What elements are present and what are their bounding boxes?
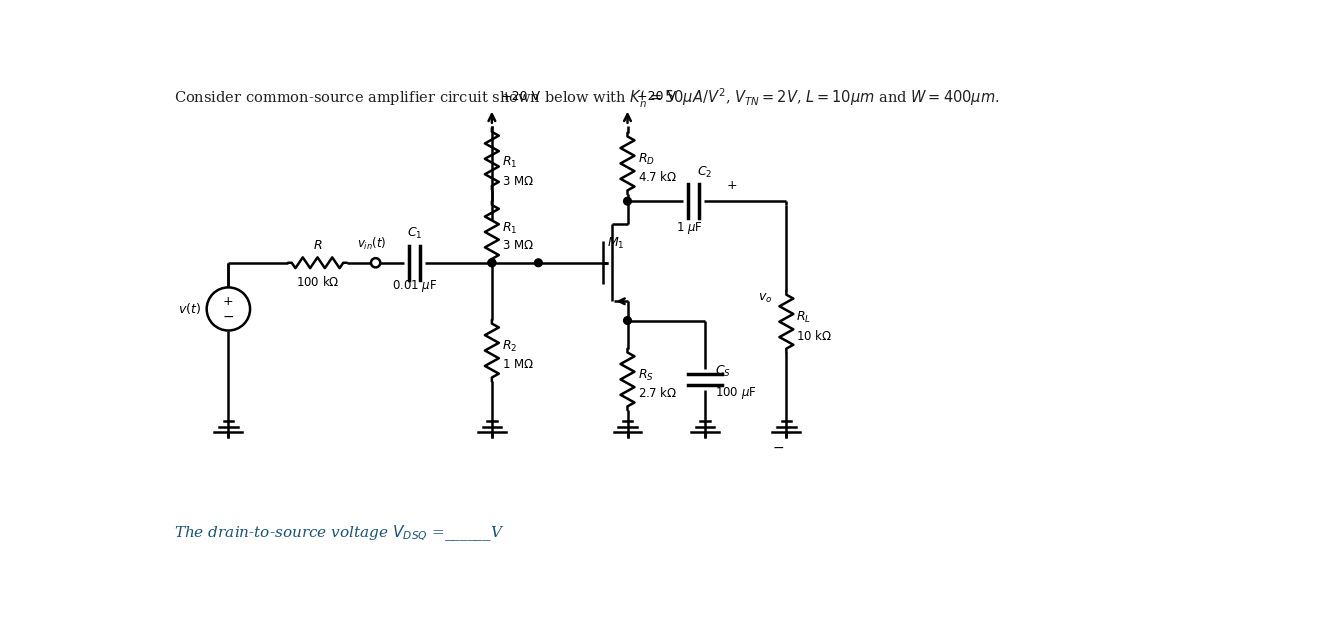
Text: $C_1$: $C_1$ xyxy=(407,226,422,241)
Text: $R_S$: $R_S$ xyxy=(638,368,654,383)
Circle shape xyxy=(624,316,631,324)
Text: $C_2$: $C_2$ xyxy=(697,165,712,180)
Circle shape xyxy=(624,197,631,205)
Text: +20 V: +20 V xyxy=(502,90,540,102)
Text: 1 $\mu$F: 1 $\mu$F xyxy=(676,220,703,236)
Text: 3 M$\Omega$: 3 M$\Omega$ xyxy=(502,240,534,252)
Text: +: + xyxy=(224,295,234,308)
Text: 2.7 k$\Omega$: 2.7 k$\Omega$ xyxy=(638,386,676,400)
Text: +: + xyxy=(727,179,737,192)
Circle shape xyxy=(535,259,542,266)
Text: 3 M$\Omega$: 3 M$\Omega$ xyxy=(502,175,534,188)
Text: $v_o$: $v_o$ xyxy=(759,292,772,305)
Text: $C_S$: $C_S$ xyxy=(715,364,731,379)
Text: $R_D$: $R_D$ xyxy=(638,152,655,167)
Text: +20 V: +20 V xyxy=(636,90,676,102)
Text: 100 k$\Omega$: 100 k$\Omega$ xyxy=(295,275,339,289)
Circle shape xyxy=(488,259,495,266)
Text: $v_{in}(t)$: $v_{in}(t)$ xyxy=(357,236,386,252)
Text: $R$: $R$ xyxy=(313,239,322,252)
Text: −: − xyxy=(222,310,234,324)
Circle shape xyxy=(488,259,495,266)
Text: Consider common-source amplifier circuit shown below with $K_n^{\prime} = 50\mu : Consider common-source amplifier circuit… xyxy=(174,87,1000,110)
Text: $R_1$: $R_1$ xyxy=(502,220,518,236)
Text: 1 M$\Omega$: 1 M$\Omega$ xyxy=(502,358,534,371)
Text: $M_1$: $M_1$ xyxy=(607,236,624,251)
Text: $R_L$: $R_L$ xyxy=(796,310,812,325)
Text: $v(t)$: $v(t)$ xyxy=(178,301,201,316)
Text: −: − xyxy=(773,441,784,454)
Text: The drain-to-source voltage $V_{DSQ}$ =______V: The drain-to-source voltage $V_{DSQ}$ =_… xyxy=(174,523,504,543)
Text: 0.01 $\mu$F: 0.01 $\mu$F xyxy=(391,278,437,294)
Text: 4.7 k$\Omega$: 4.7 k$\Omega$ xyxy=(638,170,676,184)
Text: 100 $\mu$F: 100 $\mu$F xyxy=(715,385,757,401)
Text: $R_1$: $R_1$ xyxy=(502,155,518,170)
Text: 10 k$\Omega$: 10 k$\Omega$ xyxy=(796,328,833,343)
Text: $R_2$: $R_2$ xyxy=(502,339,518,354)
